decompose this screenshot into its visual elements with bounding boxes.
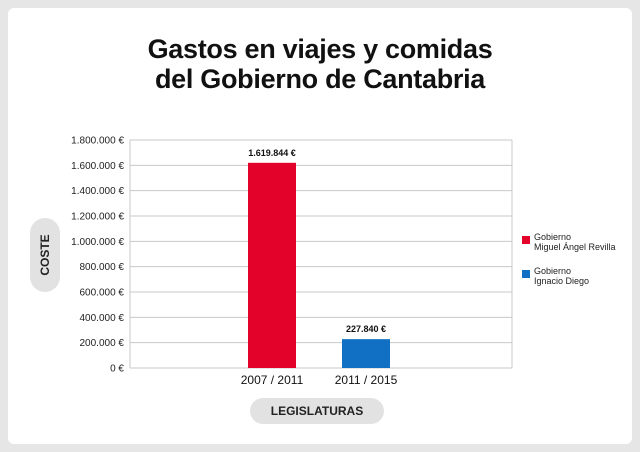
y-tick-label: 1.800.000 €	[71, 136, 124, 147]
y-tick-label: 1.200.000 €	[71, 212, 124, 223]
x-tick-label: 2007 / 2011	[241, 373, 304, 387]
legend-label-line-2: Ignacio Diego	[534, 276, 590, 286]
legend-item-diego: Gobierno Ignacio Diego	[522, 266, 632, 300]
y-tick-label: 400.000 €	[80, 313, 125, 324]
y-tick-label: 600.000 €	[80, 288, 125, 299]
x-axis-label: LEGISLATURAS	[270, 404, 364, 418]
bar-value-label: 1.619.844 €	[248, 148, 296, 158]
legend-label-line-1: Gobierno	[534, 232, 572, 242]
y-tick-label: 800.000 €	[80, 262, 125, 273]
y-tick-label: 1.400.000 €	[71, 186, 124, 197]
chart-card	[8, 8, 632, 444]
x-axis-label-pill: LEGISLATURAS	[250, 398, 384, 424]
y-axis-label-pill: COSTE	[30, 218, 60, 292]
chart-title: Gastos en viajes y comidas del Gobierno …	[0, 34, 640, 94]
y-tick-label: 1.600.000 €	[71, 161, 124, 172]
bar-value-label: 227.840 €	[346, 324, 386, 334]
y-tick-label: 1.000.000 €	[71, 237, 124, 248]
legend-label-line-2: Miguel Ángel Revilla	[534, 242, 616, 252]
y-tick-label: 200.000 €	[80, 338, 125, 349]
chart-title-line-2: del Gobierno de Cantabria	[154, 64, 486, 94]
legend-swatch-blue	[522, 270, 530, 278]
y-tick-label: 0 €	[110, 364, 124, 375]
chart-title-line-1: Gastos en viajes y comidas	[147, 34, 493, 64]
legend-label-line-1: Gobierno	[534, 266, 572, 276]
legend-item-revilla: Gobierno Miguel Ángel Revilla	[522, 232, 632, 266]
legend-label: Gobierno Ignacio Diego	[534, 266, 589, 286]
legend: Gobierno Miguel Ángel Revilla Gobierno I…	[522, 232, 632, 300]
legend-label: Gobierno Miguel Ángel Revilla	[534, 232, 616, 252]
x-tick-label: 2011 / 2015	[335, 373, 398, 387]
bar-1	[248, 162, 296, 368]
legend-swatch-red	[522, 236, 530, 244]
y-axis-label: COSTE	[38, 234, 52, 276]
bar-2	[342, 339, 390, 368]
